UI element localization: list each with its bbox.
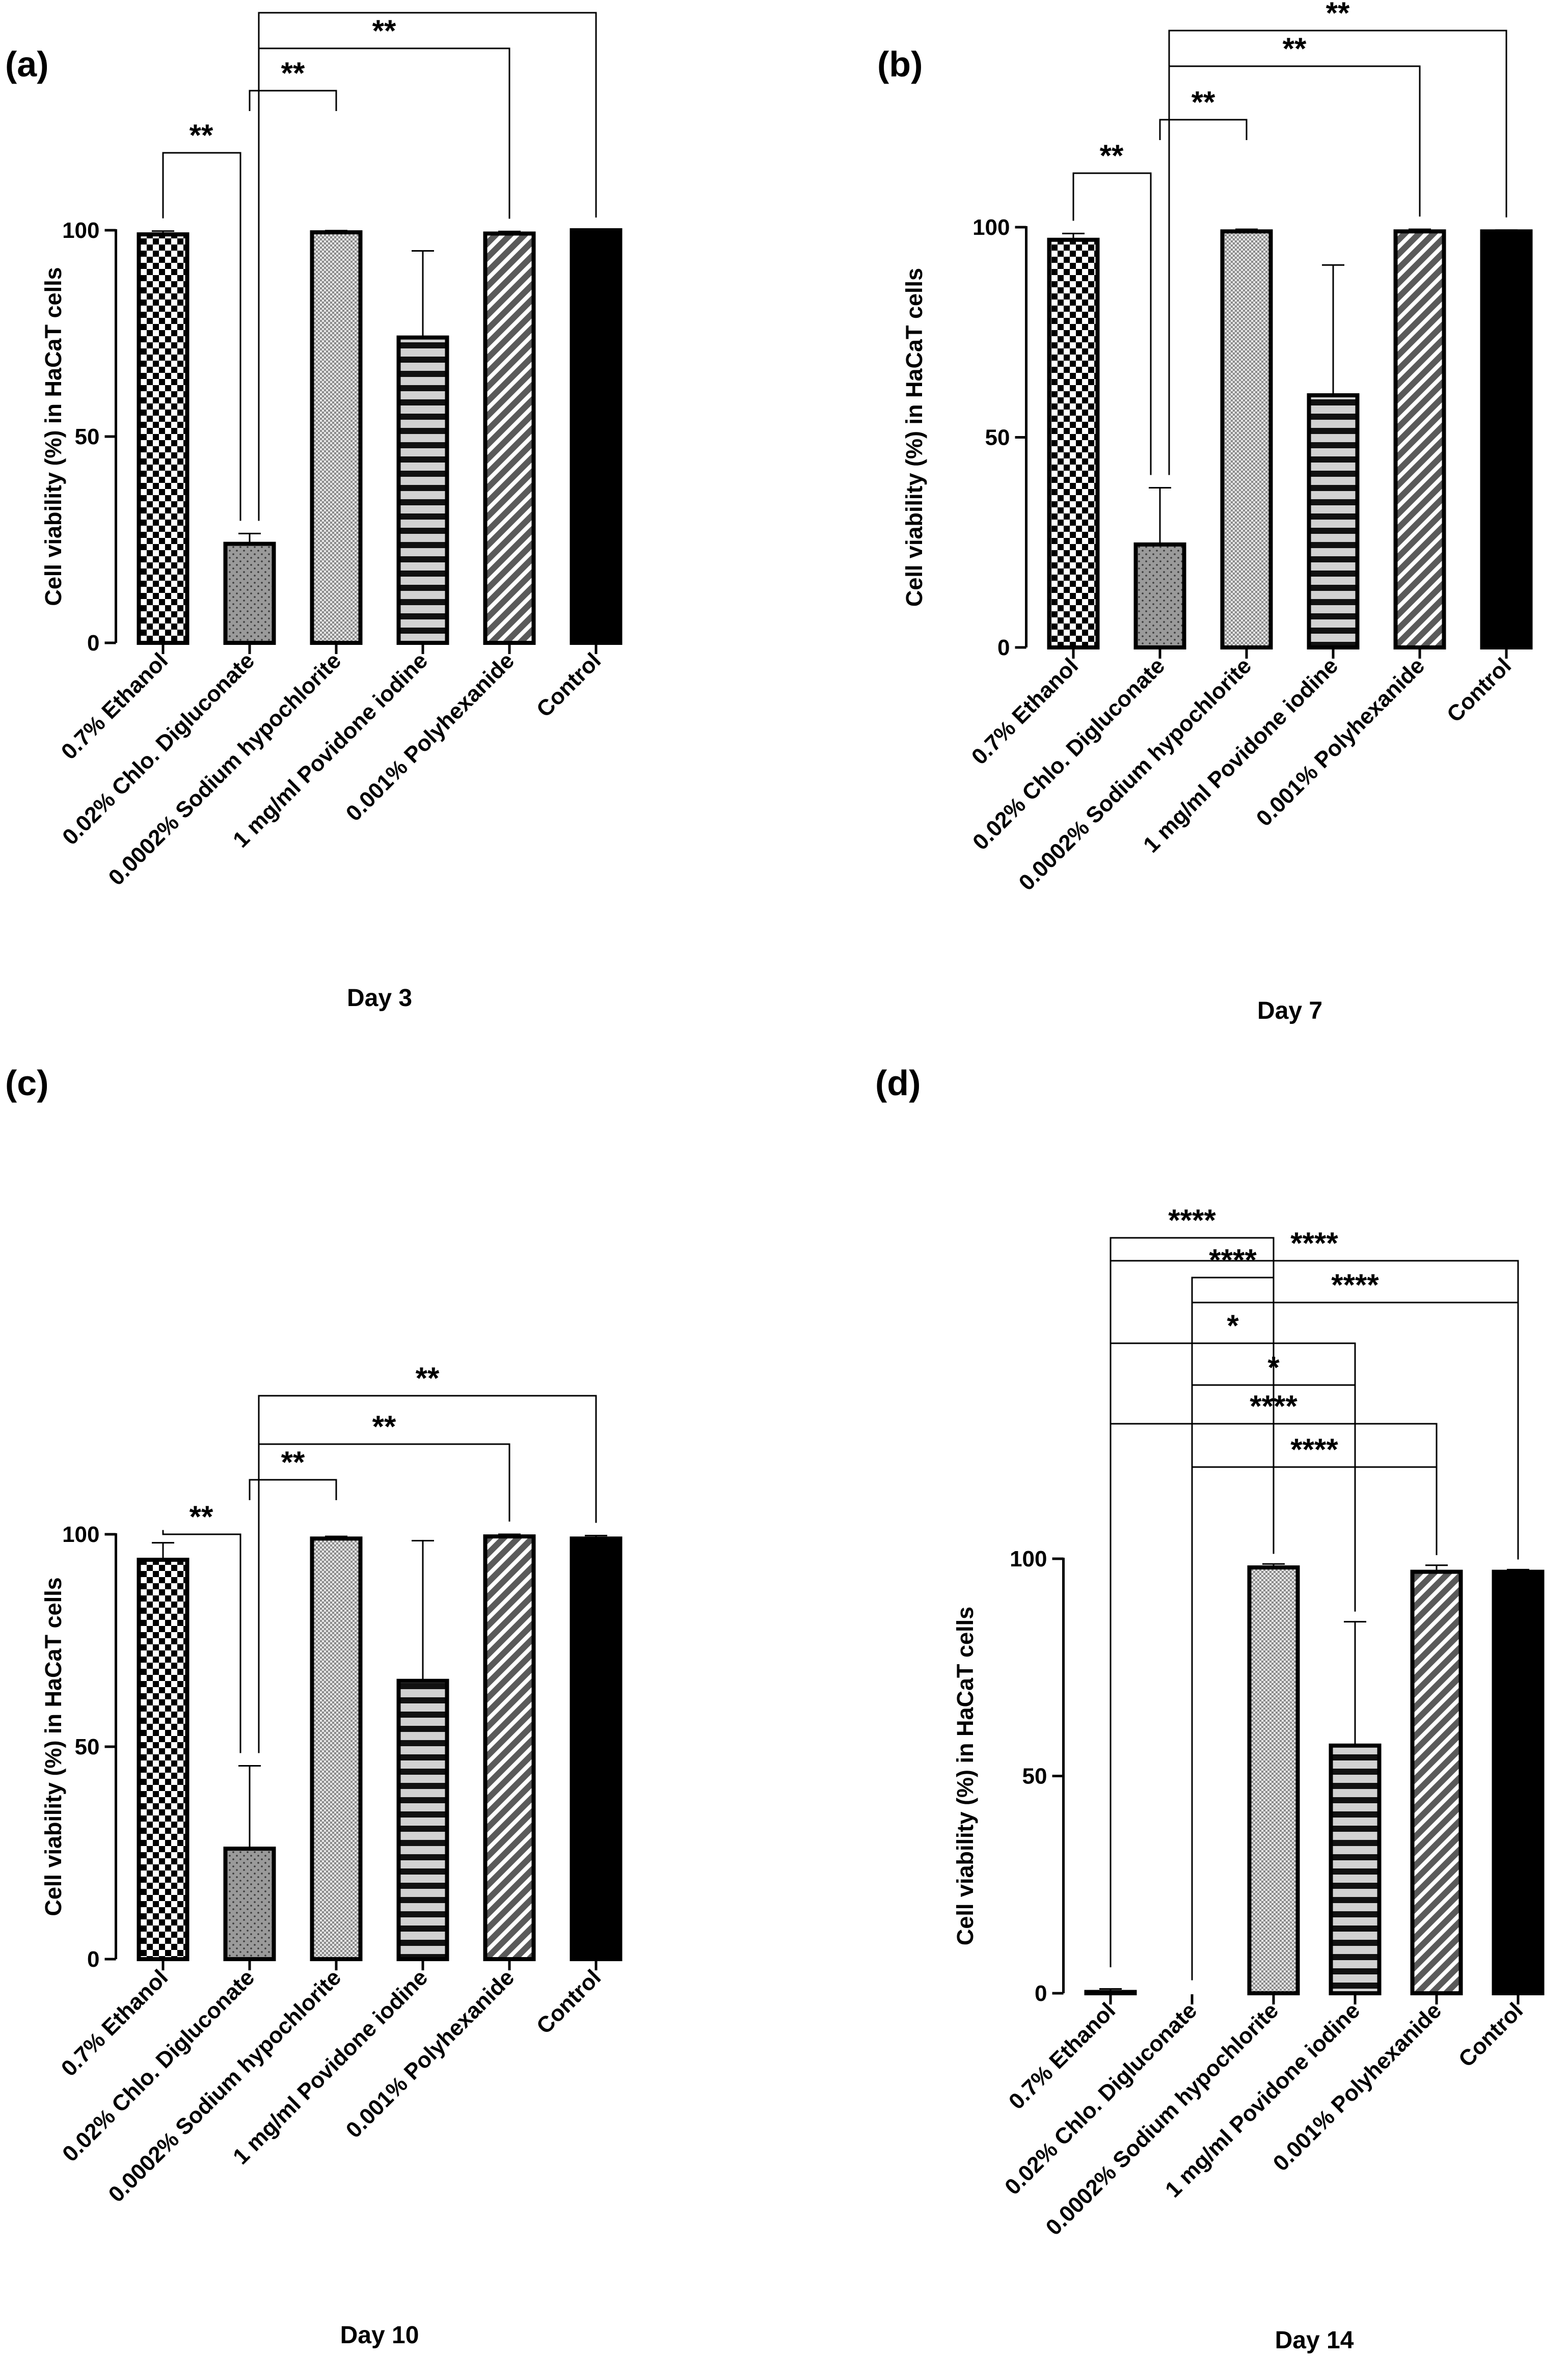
- panel-b: (b) 0 50 100 Cell viability (%) in HaCaT cel…: [877, 0, 1533, 1024]
- x-axis-title: Day 10: [340, 2322, 419, 2349]
- significance-bracket: [1191, 1466, 1438, 1981]
- significance-bracket: [249, 1479, 337, 1500]
- bar-chlo-digluconate: [223, 541, 276, 645]
- y-tick-label: 100: [62, 218, 99, 243]
- category-label-polyhexanide: 0.001% Polyhexanide: [341, 1965, 519, 2143]
- y-tick-label: 50: [75, 1734, 100, 1759]
- category-label-control: Control: [1442, 653, 1516, 727]
- significance-label: *: [1267, 1350, 1280, 1385]
- bar-polyhexanide: [483, 1534, 536, 1961]
- significance-label: **: [372, 14, 396, 48]
- significance-label: **: [190, 118, 213, 152]
- y-tick-label: 0: [1035, 1981, 1047, 2006]
- significance-label: **: [416, 0, 440, 12]
- significance-label: ****: [1290, 1432, 1338, 1467]
- bar-povidone-iodine: [396, 335, 449, 645]
- y-axis-label: Cell viability (%) in HaCaT cells: [40, 1577, 66, 1916]
- significance-label: **: [1283, 32, 1307, 66]
- significance-label: **: [281, 1445, 305, 1479]
- bar-polyhexanide: [1393, 229, 1446, 649]
- significance-bracket: [162, 152, 241, 521]
- category-label-control: Control: [532, 1965, 606, 2039]
- y-tick-label: 0: [997, 635, 1010, 660]
- significance-label: ****: [1250, 1389, 1297, 1423]
- panel-label: (c): [5, 1063, 49, 1103]
- panel-a: (a) 0 50 100 Cell viability (%) in HaCaT cel…: [5, 0, 623, 1012]
- category-label-polyhexanide: 0.001% Polyhexanide: [1268, 1998, 1446, 2176]
- significance-label: ****: [1331, 1268, 1379, 1302]
- bar-ethanol: [137, 232, 190, 645]
- category-label-polyhexanide: 0.001% Polyhexanide: [1252, 653, 1429, 831]
- significance-bracket: [1168, 30, 1507, 475]
- y-axis-label: Cell viability (%) in HaCaT cells: [952, 1607, 978, 1945]
- bar-povidone-iodine: [1307, 393, 1360, 649]
- significance-bracket: [1159, 119, 1248, 140]
- y-tick-label: 100: [1010, 1547, 1047, 1571]
- bar-sodium-hypochlorite: [1247, 1565, 1300, 1996]
- bar-ethanol: [137, 1558, 190, 1962]
- y-tick-label: 100: [62, 1522, 99, 1547]
- panel-label: (d): [875, 1063, 921, 1103]
- category-label-polyhexanide: 0.001% Polyhexanide: [341, 648, 519, 826]
- significance-label: **: [1192, 85, 1215, 119]
- y-tick-label: 0: [87, 1947, 99, 1972]
- panel-c: (c) 0 50 100 Cell viability (%) in HaCaT cel…: [5, 1063, 623, 2349]
- significance-label: **: [416, 1361, 440, 1395]
- bar-povidone-iodine: [396, 1678, 449, 1961]
- significance-label: **: [190, 1500, 213, 1534]
- bar-control: [1480, 229, 1533, 649]
- y-tick-label: 50: [1022, 1764, 1047, 1789]
- panel-label: (a): [5, 44, 49, 84]
- bar-sodium-hypochlorite: [1220, 229, 1273, 649]
- significance-label: ****: [1168, 1203, 1216, 1237]
- y-tick-label: 100: [972, 215, 1010, 240]
- significance-label: **: [281, 56, 305, 90]
- bar-polyhexanide: [483, 231, 536, 645]
- significance-bracket: [258, 12, 597, 521]
- significance-label: ****: [1290, 1226, 1338, 1260]
- bar-povidone-iodine: [1329, 1743, 1382, 1996]
- y-axis-label: Cell viability (%) in HaCaT cells: [901, 268, 927, 607]
- y-tick-label: 50: [985, 425, 1010, 450]
- bar-ethanol: [1084, 1990, 1137, 1995]
- panel-label: (b): [877, 44, 923, 84]
- category-label-control: Control: [1454, 1998, 1528, 2072]
- x-axis-title: Day 3: [347, 985, 412, 1012]
- x-axis-title: Day 14: [1275, 2327, 1354, 2354]
- significance-bracket: [1110, 1260, 1519, 1967]
- y-tick-label: 50: [75, 424, 100, 449]
- significance-label: **: [1326, 0, 1350, 30]
- bar-sodium-hypochlorite: [310, 230, 363, 645]
- bar-chlo-digluconate: [223, 1847, 276, 1961]
- significance-bracket: [162, 1530, 241, 1753]
- significance-label: **: [372, 1409, 396, 1444]
- significance-bracket: [258, 1443, 510, 1753]
- y-axis-label: Cell viability (%) in HaCaT cells: [40, 267, 66, 606]
- y-tick-label: 0: [87, 631, 99, 656]
- x-axis-title: Day 7: [1257, 997, 1322, 1024]
- bar-polyhexanide: [1410, 1569, 1463, 1996]
- bar-sodium-hypochlorite: [310, 1536, 363, 1962]
- significance-label: **: [1100, 139, 1124, 173]
- category-label-control: Control: [532, 648, 606, 722]
- bar-control: [570, 1536, 623, 1962]
- significance-bracket: [258, 1395, 597, 1753]
- significance-bracket: [1168, 65, 1421, 475]
- significance-bracket: [1072, 172, 1152, 475]
- bar-ethanol: [1047, 237, 1100, 649]
- significance-label: *: [1227, 1309, 1239, 1343]
- significance-bracket: [249, 90, 337, 111]
- bar-control: [570, 228, 623, 645]
- panel-d: (d) 0 50 100 Cell viability (%) in HaCaT cel…: [875, 1063, 1545, 2354]
- significance-bracket: [258, 47, 510, 521]
- bar-chlo-digluconate: [1133, 542, 1186, 649]
- bar-control: [1492, 1569, 1545, 1996]
